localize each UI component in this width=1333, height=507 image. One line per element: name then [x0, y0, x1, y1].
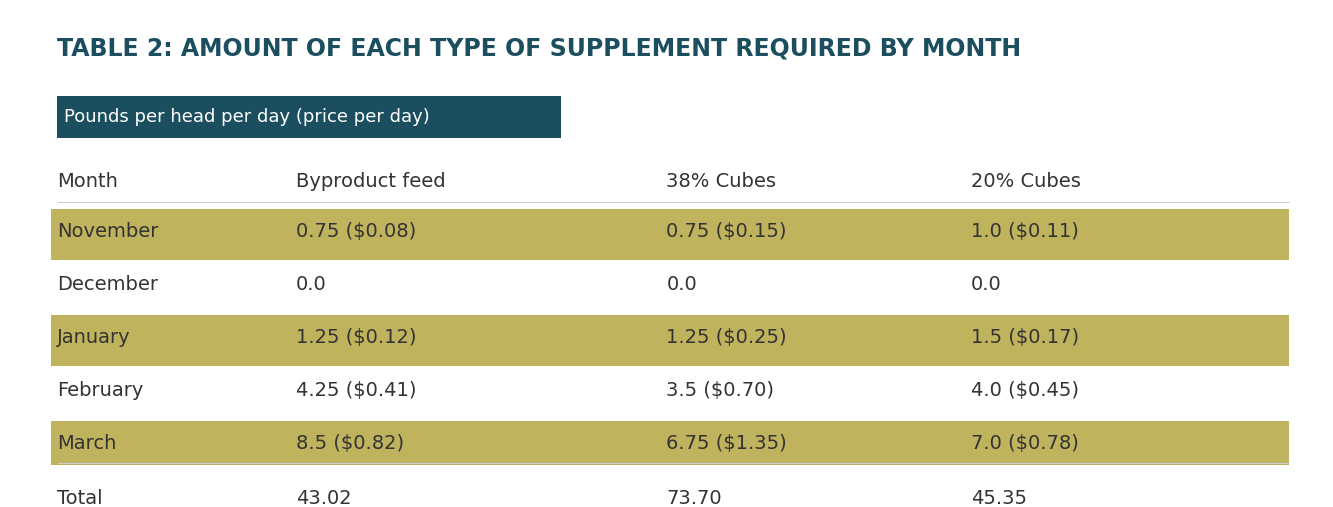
Text: 3.5 ($0.70): 3.5 ($0.70) [666, 381, 774, 400]
FancyBboxPatch shape [51, 421, 1289, 472]
Text: March: March [57, 433, 116, 453]
Text: 1.0 ($0.11): 1.0 ($0.11) [972, 222, 1078, 241]
Text: 73.70: 73.70 [666, 489, 722, 507]
Text: 0.75 ($0.08): 0.75 ($0.08) [296, 222, 416, 241]
Text: 20% Cubes: 20% Cubes [972, 172, 1081, 191]
Text: 45.35: 45.35 [972, 489, 1028, 507]
Text: February: February [57, 381, 144, 400]
Text: 1.5 ($0.17): 1.5 ($0.17) [972, 328, 1080, 347]
Text: 43.02: 43.02 [296, 489, 351, 507]
Text: 4.25 ($0.41): 4.25 ($0.41) [296, 381, 416, 400]
Text: November: November [57, 222, 159, 241]
Text: 0.0: 0.0 [296, 275, 327, 294]
Text: December: December [57, 275, 159, 294]
Text: 7.0 ($0.78): 7.0 ($0.78) [972, 433, 1078, 453]
Text: 38% Cubes: 38% Cubes [666, 172, 777, 191]
Text: Byproduct feed: Byproduct feed [296, 172, 445, 191]
Text: Month: Month [57, 172, 119, 191]
Text: Pounds per head per day (price per day): Pounds per head per day (price per day) [64, 108, 429, 126]
Text: 4.0 ($0.45): 4.0 ($0.45) [972, 381, 1080, 400]
Text: 0.0: 0.0 [972, 275, 1002, 294]
FancyBboxPatch shape [51, 209, 1289, 260]
FancyBboxPatch shape [57, 96, 561, 138]
Text: 1.25 ($0.12): 1.25 ($0.12) [296, 328, 416, 347]
Text: 1.25 ($0.25): 1.25 ($0.25) [666, 328, 786, 347]
Text: 0.75 ($0.15): 0.75 ($0.15) [666, 222, 786, 241]
Text: January: January [57, 328, 131, 347]
Text: TABLE 2: AMOUNT OF EACH TYPE OF SUPPLEMENT REQUIRED BY MONTH: TABLE 2: AMOUNT OF EACH TYPE OF SUPPLEME… [57, 37, 1021, 60]
Text: 6.75 ($1.35): 6.75 ($1.35) [666, 433, 788, 453]
Text: Total: Total [57, 489, 103, 507]
FancyBboxPatch shape [51, 315, 1289, 366]
Text: 0.0: 0.0 [666, 275, 697, 294]
Text: 8.5 ($0.82): 8.5 ($0.82) [296, 433, 404, 453]
